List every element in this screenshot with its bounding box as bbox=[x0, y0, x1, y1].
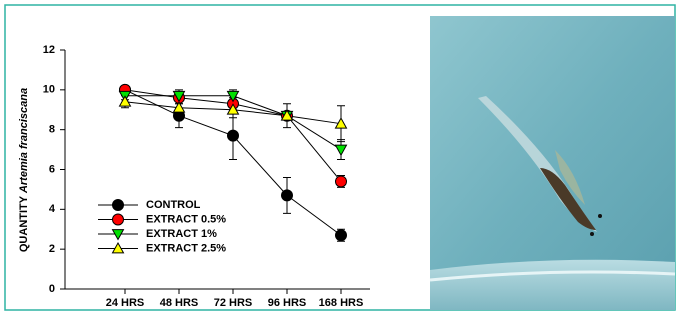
x-tick-label: 48 HRS bbox=[160, 297, 199, 309]
y-axis-label-part: Artemia franciscana bbox=[18, 88, 30, 194]
y-tick-label: 2 bbox=[49, 243, 55, 255]
y-tick-label: 8 bbox=[49, 124, 55, 136]
x-tick-label: 24 HRS bbox=[106, 297, 145, 309]
shrimp-eye bbox=[598, 214, 602, 218]
legend-marker bbox=[113, 230, 124, 240]
y-tick-label: 10 bbox=[43, 84, 55, 96]
data-point bbox=[120, 96, 131, 106]
photo-floor bbox=[430, 260, 675, 310]
x-tick-label: 168 HRS bbox=[319, 297, 364, 309]
x-tick-label: 96 HRS bbox=[268, 297, 307, 309]
y-tick-label: 4 bbox=[49, 203, 56, 215]
x-tick-label: 72 HRS bbox=[214, 297, 253, 309]
legend-marker bbox=[113, 214, 124, 225]
page: {"chart_data": {"type": "line", "ylabel"… bbox=[0, 0, 680, 315]
legend-marker bbox=[113, 243, 124, 253]
legend-marker bbox=[113, 200, 124, 211]
legend-label: CONTROL bbox=[146, 199, 201, 211]
legend-label: EXTRACT 0.5% bbox=[146, 213, 226, 225]
legend-label: EXTRACT 2.5% bbox=[146, 242, 226, 254]
y-axis-label-part: QUANTITY bbox=[18, 195, 30, 252]
y-tick-label: 6 bbox=[49, 163, 55, 175]
data-point bbox=[228, 130, 239, 141]
legend-label: EXTRACT 1% bbox=[146, 228, 217, 240]
photo bbox=[430, 16, 675, 310]
shrimp-eye bbox=[590, 232, 594, 236]
y-tick-label: 12 bbox=[43, 44, 55, 56]
y-tick-label: 0 bbox=[49, 283, 55, 295]
data-point bbox=[336, 176, 347, 187]
data-point bbox=[336, 230, 347, 241]
y-axis-label: QUANTITY Artemia franciscana bbox=[18, 88, 30, 252]
data-point bbox=[282, 190, 293, 201]
data-point bbox=[336, 145, 347, 155]
screenshot: QUANTITY Artemia franciscana 0 2 4 6 8 10 12 24… bbox=[0, 0, 680, 315]
